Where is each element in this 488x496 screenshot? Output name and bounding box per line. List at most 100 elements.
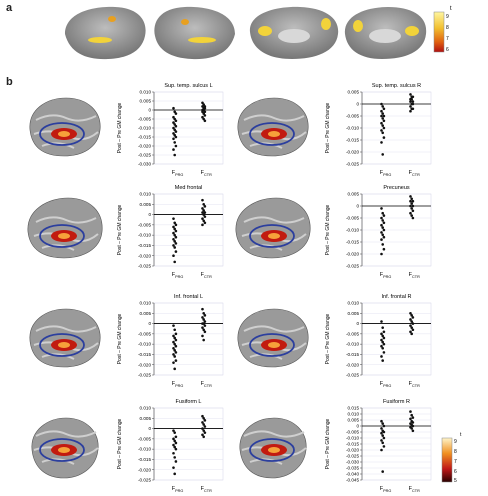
data-point [173,445,176,449]
x-tick-subscript: PRG [175,384,183,388]
data-point [173,233,176,237]
data-point [380,114,383,118]
data-point [172,334,175,338]
data-point [381,211,384,215]
data-point [411,95,415,99]
brain-slice [29,308,101,368]
y-tick-label: -0.015 [346,138,359,143]
data-point [173,221,176,225]
colorbar-bottom-tick: 7 [454,459,457,465]
x-tick-label: FCTR [409,170,420,177]
data-point [174,112,178,115]
y-axis-label: Post – Pre GM change [117,313,123,364]
data-point [381,334,384,338]
data-point [202,322,205,325]
y-tick-label: 0 [356,321,359,326]
y-tick-label: 0.005 [348,192,360,197]
data-point [381,219,384,222]
data-point [381,233,384,237]
scatter-chart: Fusiform R Post – Pre GM change 0.0150.010… [325,399,432,493]
y-tick-label: -0.025 [138,478,151,483]
x-tick-label: FPRG [172,486,184,493]
data-point [382,336,386,340]
brain-slice [29,97,101,157]
data-point [382,136,386,139]
y-tick-label: -0.010 [138,233,151,238]
data-point [380,419,383,423]
x-tick-label: FPRG [172,272,184,279]
data-point [382,342,386,346]
data-point [380,238,383,241]
y-tick-label: 0.010 [348,412,360,417]
data-point [202,213,205,216]
data-point [410,332,413,336]
data-point [409,330,412,334]
x-tick-subscript: CTR [412,384,420,388]
data-point [410,326,413,329]
data-point [409,324,412,327]
y-tick-label: 0.005 [140,311,152,316]
plot-area [153,193,224,267]
brain-medial-left [249,6,339,59]
activation-peak [58,233,70,239]
data-point [202,435,205,439]
x-tick-subscript: CTR [204,173,212,177]
data-point [172,437,175,441]
data-point [411,316,415,319]
scatter-chart: Precuneus Post – Pre GM change 0.005 0 -0.00… [325,185,432,279]
data-point [172,254,175,258]
colorbar-top: t 9 8 7 6 [433,6,452,53]
activation-peak [58,131,70,137]
y-axis-label: Post – Pre GM change [117,204,123,255]
data-point [380,448,383,452]
data-point [174,435,178,439]
y-tick-label: 0.005 [140,202,152,207]
x-tick-subscript: PRG [383,275,391,279]
data-point [381,340,384,344]
activation-peak [268,233,280,239]
roi-circle [249,122,295,146]
y-tick-label: 0.005 [348,418,360,423]
data-point [410,214,413,217]
data-point [381,153,384,156]
brain-slice [27,197,103,259]
y-tick-label: -0.025 [138,264,151,269]
plot-area [153,407,224,481]
y-tick-label: 0.010 [140,90,152,95]
plot-area [153,302,224,376]
data-point [172,231,175,235]
activation-peak [268,342,280,348]
x-tick-subscript: CTR [204,384,212,388]
chart-title: Inf. frontal R [382,294,412,300]
y-tick-label: -0.010 [138,447,151,452]
data-point [381,124,384,127]
data-point [410,202,413,205]
activation-peak [58,342,70,348]
colorbar-top-tick: 8 [446,25,449,31]
data-point [174,338,178,342]
y-tick-label: -0.020 [138,362,151,367]
data-point [172,466,175,469]
y-tick-label: -0.020 [346,362,359,367]
y-tick-label: -0.010 [138,342,151,347]
data-point [201,334,204,338]
chart-title: Med frontal [175,185,203,191]
colorbar-bottom-tick: 9 [454,439,457,445]
data-point [409,311,412,315]
data-point [173,328,176,332]
y-tick-label: -0.010 [346,126,359,131]
data-point [201,433,204,437]
data-point [173,336,176,340]
y-tick-label: 0 [148,212,151,217]
data-point [172,451,175,455]
y-tick-label: 0.015 [348,406,360,411]
data-point [411,322,415,325]
data-point [202,423,205,426]
data-point [202,318,205,321]
data-point [380,129,383,132]
data-point [202,209,205,212]
scatter-chart: Sup. temp. sulcus R Post – Pre GM change 0… [325,83,432,177]
scatter-chart: Inf. frontal L Post – Pre GM change 0.010 0… [117,294,224,388]
colorbar-bottom-tick: 5 [454,478,457,484]
chart-title: Fusiform R [383,399,410,405]
